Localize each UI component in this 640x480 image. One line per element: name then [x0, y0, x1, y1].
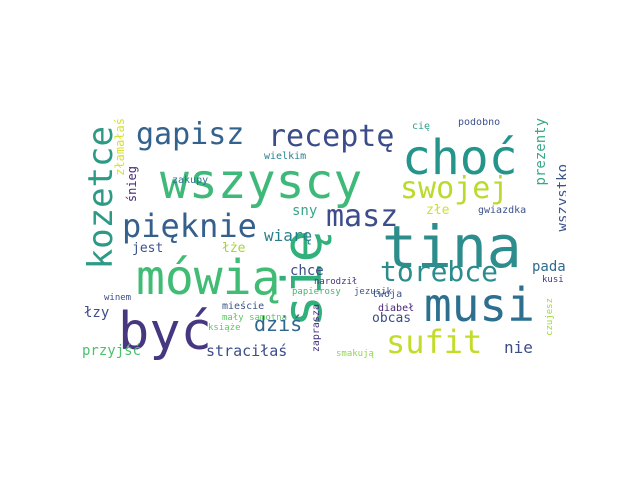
word: twoja [372, 289, 403, 300]
word: choć [402, 130, 518, 186]
word: wiarę [264, 226, 313, 245]
word: łzy [84, 305, 110, 321]
word: wszyscy [160, 154, 363, 210]
word: zakupy [172, 175, 209, 186]
word: pada [532, 259, 566, 275]
word: złamałaś [113, 118, 127, 176]
word: książe [208, 323, 241, 333]
word: straciłaś [206, 342, 288, 360]
word: sufit [386, 323, 483, 361]
word: masz [326, 199, 399, 234]
word: musi [424, 278, 535, 332]
word: podobno [458, 118, 501, 128]
word: chce [290, 263, 324, 279]
word: gapisz [136, 118, 245, 152]
word: diabeł [378, 303, 415, 314]
word: jest [132, 241, 164, 256]
word: kusi [542, 275, 564, 285]
word: cię [412, 121, 431, 132]
word: swojej [400, 171, 509, 206]
word: mówią [136, 250, 281, 306]
word: zaprasza [311, 304, 322, 353]
word: nie [504, 338, 533, 357]
word: mieście [222, 301, 265, 312]
word: mały samotna [222, 313, 288, 323]
word: torebce [380, 255, 499, 288]
word: łże [222, 241, 246, 256]
word: smakują [336, 349, 374, 359]
word: czujesz [545, 298, 555, 336]
word: sny [292, 203, 318, 219]
word: wielkim [264, 151, 307, 162]
word: papierosy [292, 287, 341, 297]
word: wszystko [555, 164, 566, 232]
word: gwiazdka [478, 205, 527, 216]
word: obcas [372, 311, 412, 326]
word: złe [426, 203, 450, 218]
word: dziś [254, 312, 303, 336]
word: winem [104, 293, 132, 303]
word: śnieg [125, 166, 139, 203]
word: prezenty [533, 118, 549, 186]
word: być [118, 302, 212, 362]
word: receptę [268, 119, 395, 154]
word: tina [382, 213, 522, 281]
word: pięknie [122, 207, 257, 245]
word-cloud: się tina wszyscy choć być mówią musi koz… [80, 118, 566, 368]
word: narodził [314, 277, 358, 287]
word: jezusik [354, 287, 392, 297]
word: przyjść [82, 343, 142, 359]
